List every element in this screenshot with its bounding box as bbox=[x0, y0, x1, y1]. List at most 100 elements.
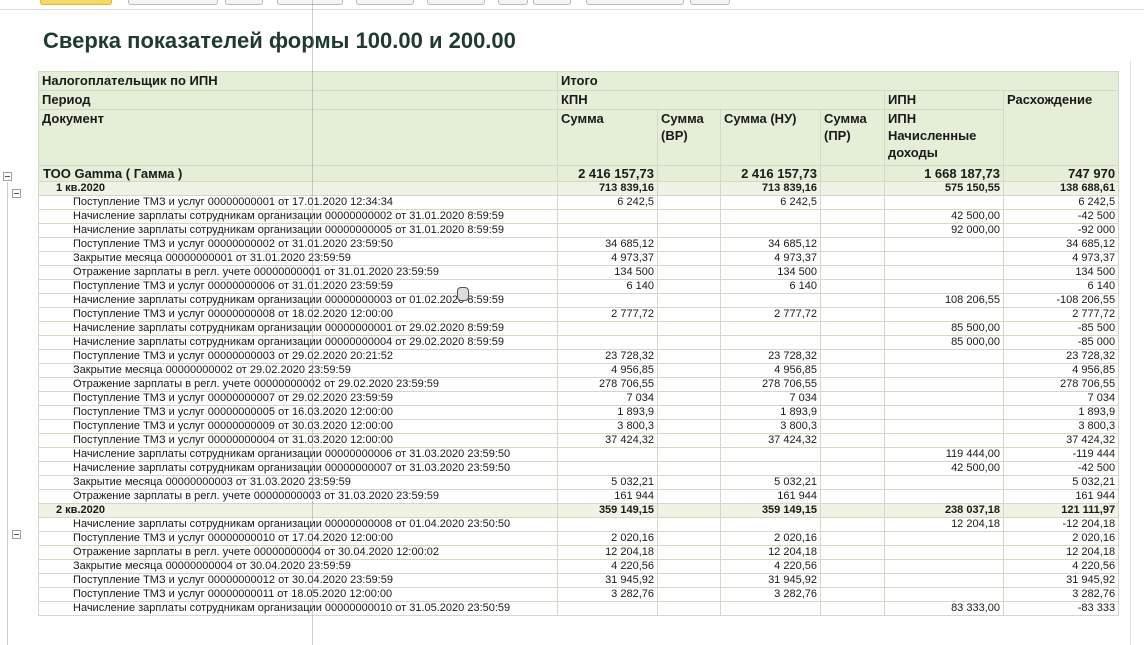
value-cell: 2 020,16 bbox=[1002, 531, 1120, 546]
empty-cell bbox=[820, 447, 885, 462]
value-cell: 2 777,72 bbox=[557, 307, 658, 322]
value-cell: -85 000 bbox=[1002, 335, 1120, 350]
empty-cell bbox=[657, 475, 721, 490]
value-cell: 747 970 bbox=[1002, 165, 1120, 182]
empty-cell bbox=[820, 489, 885, 504]
value-cell: 134 500 bbox=[557, 265, 658, 280]
header-cell: Сумма (ВР) bbox=[657, 109, 721, 166]
value-cell: 6 242,5 bbox=[720, 195, 821, 210]
empty-cell bbox=[657, 573, 721, 588]
empty-cell bbox=[657, 165, 721, 182]
toolbar-button[interactable] bbox=[225, 0, 263, 5]
empty-cell bbox=[720, 321, 821, 336]
value-cell: -92 000 bbox=[1002, 223, 1120, 238]
empty-cell bbox=[884, 573, 1004, 588]
empty-cell bbox=[820, 461, 885, 476]
group-row: 1 кв.2020 713 839,16 713 839,16 575 150,55 1… bbox=[38, 181, 1120, 196]
empty-cell bbox=[884, 251, 1004, 266]
document-cell: Закрытие месяца 00000000003 от 31.03.202… bbox=[38, 475, 558, 490]
toolbar-button[interactable] bbox=[356, 0, 414, 5]
scroll-edge bbox=[1130, 60, 1131, 645]
document-cell: Отражение зарплаты в регл. учете 0000000… bbox=[38, 489, 558, 504]
item-row: Поступление ТМЗ и услуг 00000000003 от 2… bbox=[38, 349, 1120, 364]
value-cell: 12 204,18 bbox=[720, 545, 821, 560]
value-cell: 1 893,9 bbox=[557, 405, 658, 420]
empty-cell bbox=[884, 489, 1004, 504]
report-table: Налогоплательщик по ИПН Итого Период КПН ИП… bbox=[38, 71, 1120, 616]
toolbar-button[interactable] bbox=[427, 0, 485, 5]
value-cell: 92 000,00 bbox=[884, 223, 1004, 238]
empty-cell bbox=[557, 223, 658, 238]
document-cell: Начисление зарплаты сотрудникам организа… bbox=[38, 293, 558, 308]
value-cell: 1 893,9 bbox=[1002, 405, 1120, 420]
empty-cell bbox=[657, 293, 721, 308]
document-cell: Поступление ТМЗ и услуг 00000000006 от 3… bbox=[38, 279, 558, 294]
header-cell: Сумма (НУ) bbox=[720, 109, 821, 166]
mouse-cursor bbox=[457, 287, 469, 301]
document-cell: Начисление зарплаты сотрудникам организа… bbox=[38, 209, 558, 224]
header-line: доходы bbox=[888, 145, 938, 160]
value-cell: 2 777,72 bbox=[720, 307, 821, 322]
header-cell: Период bbox=[38, 90, 558, 110]
value-cell: 3 282,76 bbox=[720, 587, 821, 602]
empty-cell bbox=[657, 377, 721, 392]
empty-cell bbox=[820, 165, 885, 182]
empty-cell bbox=[657, 349, 721, 364]
document-cell: Поступление ТМЗ и услуг 00000000001 от 1… bbox=[38, 195, 558, 210]
item-row: Закрытие месяца 00000000004 от 30.04.202… bbox=[38, 559, 1120, 574]
empty-cell bbox=[820, 195, 885, 210]
collapse-toggle[interactable] bbox=[12, 189, 21, 198]
toolbar-button[interactable] bbox=[128, 0, 218, 5]
collapse-toggle[interactable] bbox=[12, 530, 21, 539]
item-row: Начисление зарплаты сотрудникам организа… bbox=[38, 223, 1120, 238]
empty-cell bbox=[657, 195, 721, 210]
collapse-toggle[interactable] bbox=[3, 172, 12, 181]
empty-cell bbox=[884, 377, 1004, 392]
value-cell: 713 839,16 bbox=[557, 181, 658, 196]
item-row: Поступление ТМЗ и услуг 00000000010 от 1… bbox=[38, 531, 1120, 546]
header-cell: ИПН Начисленные доходы bbox=[884, 109, 1004, 166]
empty-cell bbox=[820, 559, 885, 574]
value-cell: 6 140 bbox=[1002, 279, 1120, 294]
toolbar-button[interactable] bbox=[498, 0, 528, 5]
empty-cell bbox=[820, 433, 885, 448]
toolbar-button[interactable] bbox=[690, 0, 730, 5]
value-cell: 2 020,16 bbox=[557, 531, 658, 546]
toolbar-button[interactable] bbox=[533, 0, 571, 5]
document-cell: Поступление ТМЗ и услуг 00000000005 от 1… bbox=[38, 405, 558, 420]
header-cell: Расхождение bbox=[1002, 90, 1120, 166]
value-cell: 4 956,85 bbox=[1002, 363, 1120, 378]
value-cell: 4 973,37 bbox=[720, 251, 821, 266]
item-row: Поступление ТМЗ и услуг 00000000008 от 1… bbox=[38, 307, 1120, 322]
item-row: Отражение зарплаты в регл. учете 0000000… bbox=[38, 545, 1120, 560]
item-row: Начисление зарплаты сотрудникам организа… bbox=[38, 209, 1120, 224]
empty-cell bbox=[657, 209, 721, 224]
empty-cell bbox=[657, 405, 721, 420]
empty-cell bbox=[657, 237, 721, 252]
toolbar-button[interactable] bbox=[40, 0, 112, 5]
empty-cell bbox=[657, 223, 721, 238]
value-cell: 238 037,18 bbox=[884, 503, 1004, 518]
value-cell: 3 282,76 bbox=[557, 587, 658, 602]
item-row: Начисление зарплаты сотрудникам организа… bbox=[38, 335, 1120, 350]
empty-cell bbox=[820, 573, 885, 588]
empty-cell bbox=[657, 363, 721, 378]
value-cell: 23 728,32 bbox=[720, 349, 821, 364]
value-cell: -42 500 bbox=[1002, 209, 1120, 224]
value-cell: 3 800,3 bbox=[720, 419, 821, 434]
value-cell: 108 206,55 bbox=[884, 293, 1004, 308]
empty-cell bbox=[884, 559, 1004, 574]
empty-cell bbox=[884, 405, 1004, 420]
toolbar-button[interactable] bbox=[586, 0, 684, 5]
empty-cell bbox=[820, 363, 885, 378]
item-row: Отражение зарплаты в регл. учете 0000000… bbox=[38, 265, 1120, 280]
value-cell: 12 204,18 bbox=[884, 517, 1004, 532]
empty-cell bbox=[820, 307, 885, 322]
document-cell: Поступление ТМЗ и услуг 00000000011 от 1… bbox=[38, 587, 558, 602]
toolbar-button[interactable] bbox=[277, 0, 343, 5]
empty-cell bbox=[557, 293, 658, 308]
empty-cell bbox=[820, 293, 885, 308]
empty-cell bbox=[657, 517, 721, 532]
value-cell: 134 500 bbox=[1002, 265, 1120, 280]
